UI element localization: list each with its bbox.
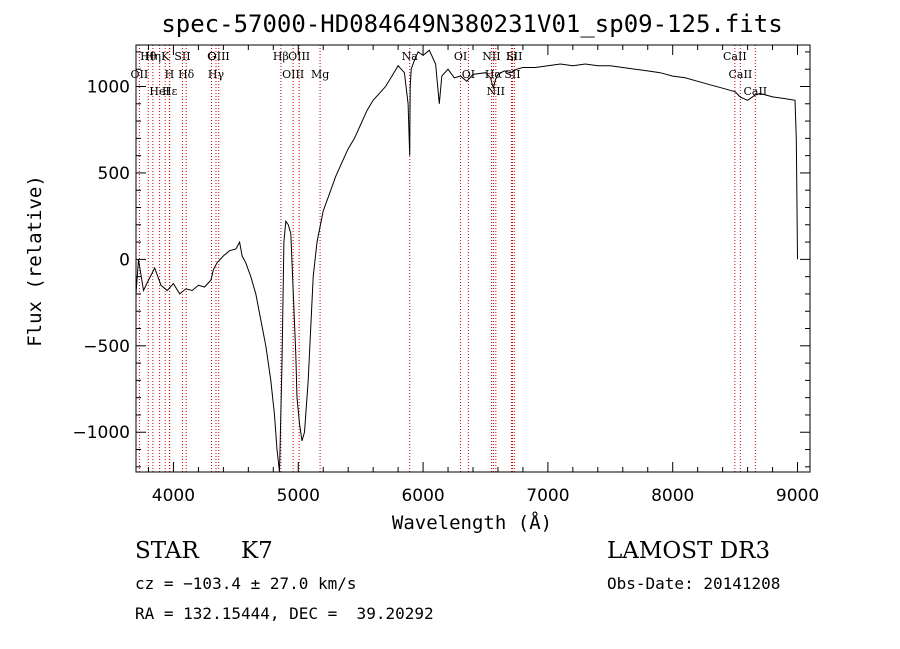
spectral-line-label: SII [506,50,522,63]
spectral-line-label: Hη [145,50,161,63]
spectral-line-label: H [165,68,175,81]
spectral-line-label: Hθ [140,50,157,63]
coordinates-label: RA = 132.15444, DEC = 39.20292 [135,604,434,623]
redshift-label: cz = −103.4 ± 27.0 km/s [135,574,357,593]
y-tick-label: 0 [119,250,130,270]
spectral-line-label: Hδ [178,68,195,81]
spectral-line-label: CaII [723,50,747,63]
spectral-line-label: OI [462,68,475,81]
y-tick-label: 1000 [87,77,130,97]
spectral-line-label: HeI [149,85,169,98]
y-axis-label: Flux (relative) [24,175,46,347]
y-tick-label: −1000 [72,423,130,443]
subclass-label: K7 [241,538,273,564]
chart-title: spec-57000-HD084649N380231V01_sp09-125.f… [161,10,782,38]
spectral-line-label: Hε [162,85,178,98]
plot-frame [135,44,811,473]
spectral-line-label: NII [482,50,500,63]
spectral-line-label: Hβ [273,50,289,63]
spectral-line-label: OIII [288,50,310,63]
survey-label: LAMOST DR3 [607,538,771,564]
spectral-line-label: NII [487,85,505,98]
spectral-line-label: CaII [743,85,767,98]
spectral-line-label: SII [504,68,520,81]
x-tick-label: 9000 [776,486,819,506]
y-tick-label: −500 [83,337,130,357]
x-tick-label: 6000 [401,486,444,506]
flux-series-line [135,49,798,473]
x-axis-label: Wavelength (Å) [392,511,552,534]
spectral-line-label: OI [454,50,467,63]
spectral-line-label: SII [174,50,190,63]
spectral-line-label: Li [506,50,517,63]
spectral-line-label: Na [402,50,419,63]
obs-date-label: Obs-Date: 20141208 [607,574,781,593]
spectral-line-markers [138,45,756,472]
spectral-line-label: Hγ [208,68,225,81]
x-tick-label: 7000 [526,486,569,506]
spectral-line-label: Hα [485,68,503,81]
axis-ticks: 4000 5000 6000 7000 8000 9000 −1000 −500 0 500 100… [72,45,819,506]
spectral-line-label: OII [131,68,149,81]
spectral-line-label: OIII [282,68,304,81]
x-tick-label: 4000 [152,486,195,506]
x-tick-label: 8000 [651,486,694,506]
spectral-line-label: OIII [208,50,230,63]
spectral-line-label: G [207,50,216,63]
spectral-line-label: CaII [729,68,753,81]
spectral-line-label: K [161,50,170,63]
class-label: STAR [135,538,199,564]
y-tick-label: 500 [98,164,130,184]
x-tick-label: 5000 [277,486,320,506]
spectral-line-label: Mg [311,68,329,81]
